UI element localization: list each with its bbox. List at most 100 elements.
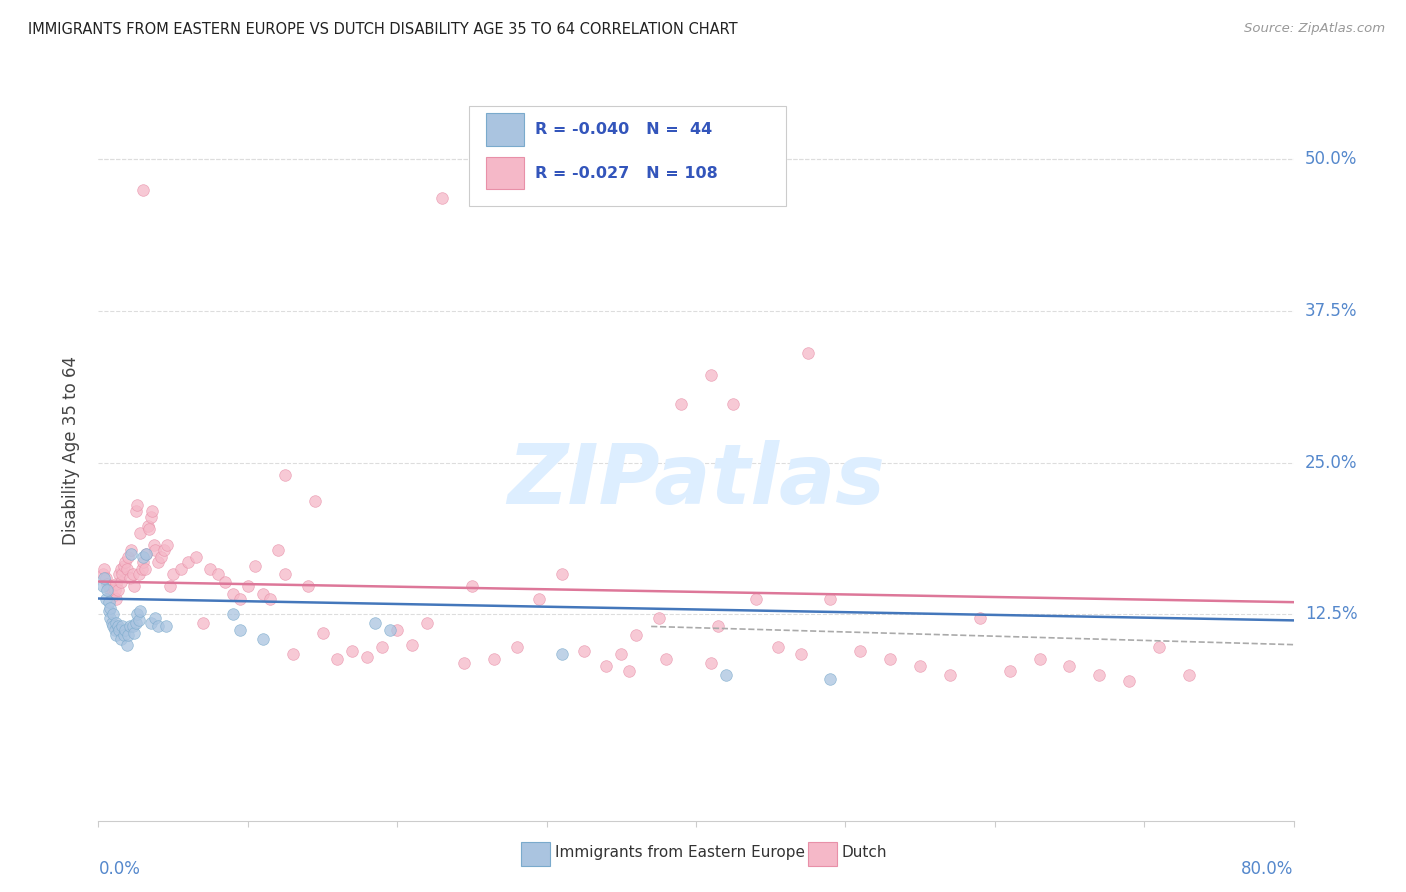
Point xyxy=(1178,668,1201,682)
Point xyxy=(139,510,162,524)
Point xyxy=(281,648,304,662)
Text: Dutch: Dutch xyxy=(842,845,887,860)
Point xyxy=(94,591,117,606)
Point xyxy=(98,582,122,597)
Point xyxy=(98,601,122,615)
Point xyxy=(356,649,378,664)
Point xyxy=(222,587,245,601)
Point xyxy=(124,625,146,640)
Point xyxy=(267,543,290,558)
Point xyxy=(110,574,132,589)
Text: Source: ZipAtlas.com: Source: ZipAtlas.com xyxy=(1244,22,1385,36)
Point xyxy=(136,518,159,533)
Point xyxy=(139,615,162,630)
FancyBboxPatch shape xyxy=(470,106,786,206)
Point xyxy=(969,611,991,625)
Point xyxy=(252,632,274,646)
Point xyxy=(707,619,730,633)
Point xyxy=(108,567,131,582)
Point xyxy=(131,562,153,576)
Point xyxy=(112,628,135,642)
Text: R = -0.027   N = 108: R = -0.027 N = 108 xyxy=(534,166,717,180)
Point xyxy=(617,665,640,679)
Point xyxy=(723,397,745,411)
Y-axis label: Disability Age 35 to 64: Disability Age 35 to 64 xyxy=(62,356,80,545)
Point xyxy=(114,623,136,637)
Point xyxy=(259,591,281,606)
Point xyxy=(93,571,115,585)
Point xyxy=(797,346,820,360)
Point xyxy=(371,640,394,654)
Point xyxy=(91,579,114,593)
Point xyxy=(364,615,387,630)
Point xyxy=(849,644,872,658)
Point xyxy=(236,579,259,593)
Point xyxy=(304,494,326,508)
Point xyxy=(94,571,117,585)
Point xyxy=(745,591,768,606)
Point xyxy=(908,659,931,673)
Point xyxy=(120,543,142,558)
Point xyxy=(115,638,138,652)
Point xyxy=(129,526,152,541)
Point xyxy=(766,640,789,654)
Text: 50.0%: 50.0% xyxy=(1305,150,1357,169)
Point xyxy=(125,615,148,630)
Point xyxy=(103,589,125,603)
Point xyxy=(550,567,572,582)
Point xyxy=(148,555,170,569)
Point xyxy=(105,615,128,630)
Point xyxy=(385,623,409,637)
Point xyxy=(184,550,207,565)
Point xyxy=(669,397,692,411)
Point xyxy=(700,368,723,383)
FancyBboxPatch shape xyxy=(485,157,524,189)
Point xyxy=(550,648,572,662)
Text: 80.0%: 80.0% xyxy=(1241,860,1294,878)
Point xyxy=(714,668,737,682)
Point xyxy=(156,538,179,552)
Point xyxy=(111,619,134,633)
Point xyxy=(110,562,132,576)
Point xyxy=(229,591,252,606)
Point xyxy=(105,591,128,606)
Point xyxy=(132,555,155,569)
Point xyxy=(1118,674,1140,689)
Point xyxy=(610,648,633,662)
Point xyxy=(105,577,128,591)
Point xyxy=(129,604,152,618)
Point xyxy=(200,562,222,576)
Text: R = -0.040   N =  44: R = -0.040 N = 44 xyxy=(534,122,711,137)
Point xyxy=(96,577,118,591)
Point xyxy=(342,644,364,658)
Point xyxy=(939,668,962,682)
Point xyxy=(134,562,156,576)
Point xyxy=(104,582,127,597)
Text: 0.0%: 0.0% xyxy=(98,860,141,878)
Point xyxy=(110,632,132,646)
Text: ZIPatlas: ZIPatlas xyxy=(508,440,884,521)
Point xyxy=(879,652,901,666)
Point xyxy=(274,467,297,482)
Point xyxy=(132,550,155,565)
Point xyxy=(98,611,122,625)
Point xyxy=(150,550,173,565)
Point xyxy=(148,619,170,633)
Point xyxy=(138,522,160,536)
Point xyxy=(626,628,648,642)
Point xyxy=(121,619,143,633)
Point xyxy=(378,623,401,637)
Point xyxy=(191,615,214,630)
Point xyxy=(108,623,131,637)
Point xyxy=(572,644,595,658)
Point xyxy=(1059,659,1081,673)
Point xyxy=(820,591,842,606)
Point xyxy=(207,567,229,582)
Point xyxy=(135,547,157,561)
Point xyxy=(527,591,550,606)
Point xyxy=(135,547,157,561)
Point xyxy=(101,615,124,630)
Point xyxy=(104,623,127,637)
Text: Immigrants from Eastern Europe: Immigrants from Eastern Europe xyxy=(555,845,806,860)
Point xyxy=(484,652,506,666)
